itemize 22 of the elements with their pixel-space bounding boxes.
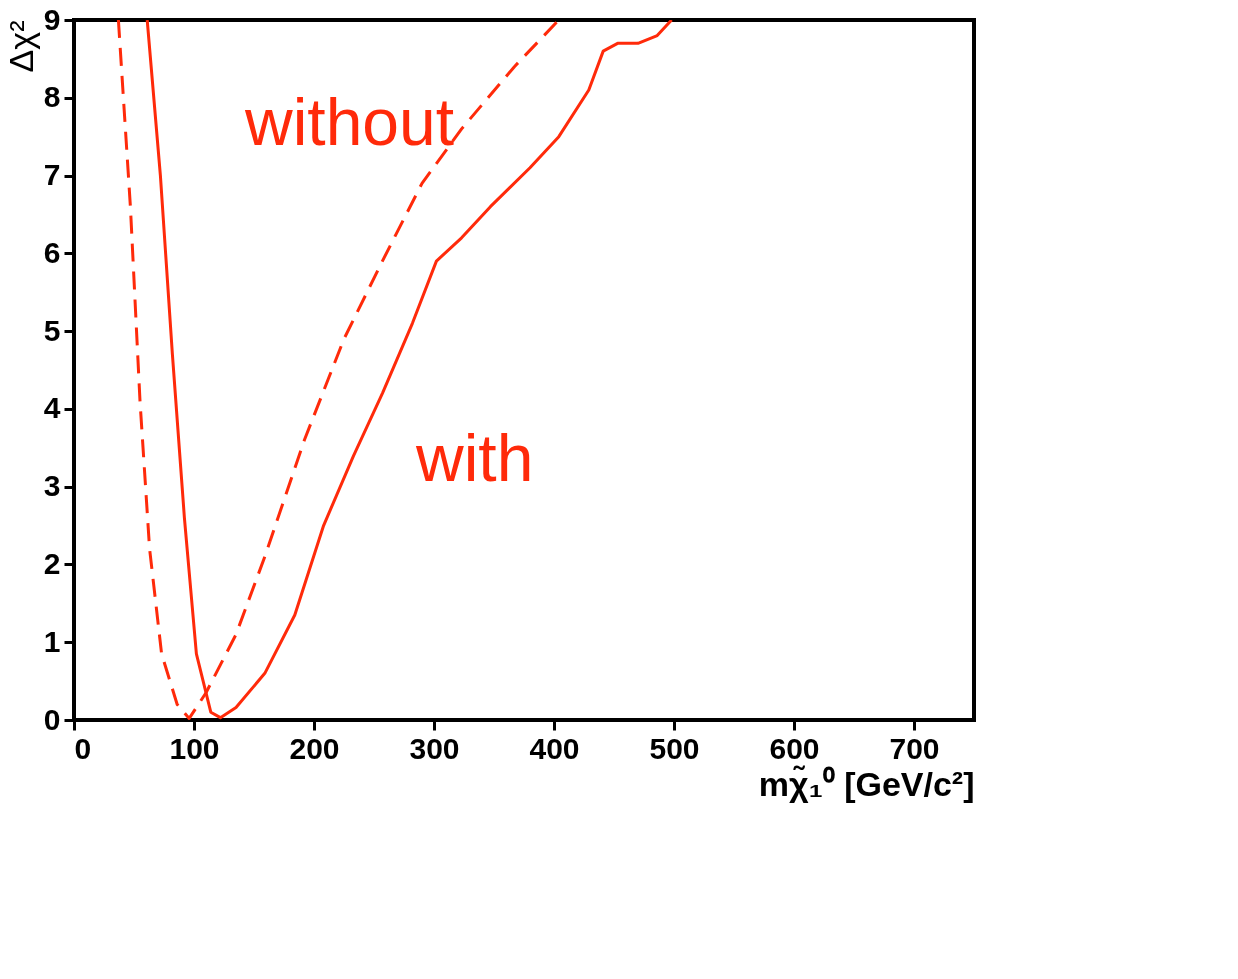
- y-tick-label: 6: [43, 235, 61, 269]
- y-tick-label: 7: [43, 158, 61, 192]
- y-tick-label: 8: [43, 80, 61, 114]
- y-tick-label: 4: [43, 391, 61, 425]
- x-tick-label: 500: [649, 731, 700, 765]
- x-tick-label: 400: [529, 731, 580, 765]
- y-axis-title: Δχ²: [1, 20, 40, 73]
- x-tick-label: 0: [74, 731, 92, 765]
- y-tick-label: 5: [43, 313, 61, 347]
- y-tick-label: 2: [43, 546, 61, 580]
- x-tick-label: 600: [769, 731, 820, 765]
- x-axis-title: mχ̃₁⁰ [GeV/c²]: [758, 764, 975, 803]
- x-tick-label: 100: [169, 731, 220, 765]
- y-tick-label: 3: [43, 469, 61, 503]
- x-tick-label: 700: [889, 731, 940, 765]
- y-tick-label: 1: [43, 624, 61, 658]
- x-tick-label: 300: [409, 731, 460, 765]
- y-tick-label: 0: [43, 702, 61, 736]
- y-tick-label: 9: [43, 2, 61, 36]
- x-tick-label: 200: [289, 731, 340, 765]
- series-label: without: [244, 85, 455, 159]
- series-label: with: [415, 421, 534, 495]
